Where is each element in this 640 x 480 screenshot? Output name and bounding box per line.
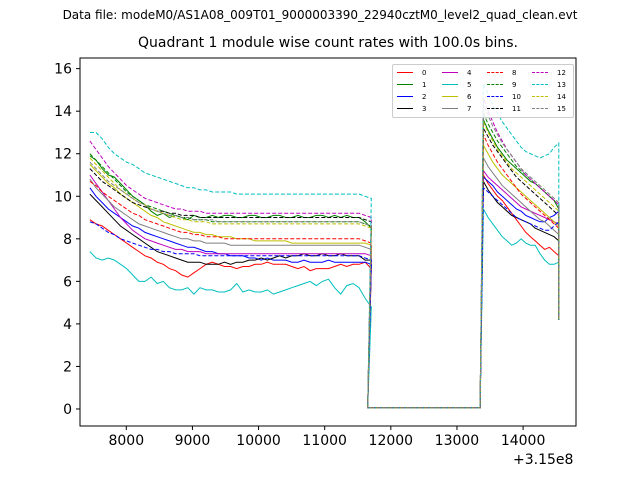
legend-label: 4 <box>467 69 472 77</box>
legend-line <box>442 72 458 73</box>
legend-line <box>532 84 548 85</box>
legend-label: 7 <box>467 105 472 113</box>
series-line-14 <box>89 121 560 409</box>
series-line-3 <box>89 179 560 409</box>
legend-line <box>487 72 503 73</box>
y-tick-label: 2 <box>63 359 72 375</box>
legend-line <box>442 96 458 97</box>
figure-suptitle: Data file: modeM0/AS1A08_009T01_90000033… <box>62 8 578 22</box>
x-tick-label: 11000 <box>302 433 347 449</box>
legend-label: 10 <box>512 93 521 101</box>
legend-label: 15 <box>557 105 566 113</box>
legend-line <box>397 72 413 73</box>
legend-line <box>487 108 503 109</box>
legend-label: 14 <box>557 93 566 101</box>
legend-line <box>397 84 413 85</box>
series-line-15 <box>89 104 560 409</box>
legend-label: 6 <box>467 93 472 101</box>
series-line-9 <box>89 113 560 409</box>
x-tick-label: 13000 <box>435 433 480 449</box>
legend-label: 5 <box>467 81 472 89</box>
y-tick-label: 4 <box>63 317 72 333</box>
legend-label: 2 <box>422 93 427 101</box>
legend-line <box>487 84 503 85</box>
x-tick-label: 14000 <box>501 433 546 449</box>
x-offset-label: +3.15e8 <box>513 452 574 468</box>
series-line-7 <box>89 156 560 409</box>
series-line-10 <box>89 186 560 409</box>
legend-label: 8 <box>512 69 517 77</box>
y-tick-label: 0 <box>63 402 72 418</box>
y-tick-label: 8 <box>63 232 72 248</box>
y-tick-label: 6 <box>63 274 72 290</box>
y-tick-label: 16 <box>54 62 72 78</box>
legend-line <box>442 84 458 85</box>
series-line-8 <box>89 134 560 409</box>
x-tick-label: 10000 <box>236 433 281 449</box>
plot-frame <box>79 57 577 427</box>
x-tick-label: 9000 <box>175 433 211 449</box>
series-line-0 <box>89 173 560 409</box>
series-line-4 <box>89 169 560 409</box>
x-tick-label: 8000 <box>108 433 144 449</box>
series-line-11 <box>89 126 560 409</box>
y-tick-label: 14 <box>54 104 72 120</box>
series-line-2 <box>89 175 560 409</box>
legend-label: 1 <box>422 81 427 89</box>
series-line-5 <box>89 207 560 409</box>
legend-line <box>442 108 458 109</box>
legend-line <box>532 108 548 109</box>
y-tick-label: 10 <box>54 189 72 205</box>
legend-label: 0 <box>422 69 427 77</box>
legend-line <box>532 96 548 97</box>
series-line-6 <box>89 143 560 409</box>
legend-label: 12 <box>557 69 566 77</box>
legend-line <box>487 96 503 97</box>
x-tick-label: 12000 <box>369 433 414 449</box>
legend-line <box>532 72 548 73</box>
legend-line <box>397 108 413 109</box>
legend-label: 13 <box>557 81 566 89</box>
legend-label: 9 <box>512 81 517 89</box>
chart-legend: 0 1 2 3 4 5 6 7 8 9 10 11 12 13 14 15 <box>392 64 574 118</box>
chart-title: Quadrant 1 module wise count rates with … <box>138 35 518 51</box>
y-tick-label: 12 <box>54 147 72 163</box>
legend-label: 3 <box>422 105 427 113</box>
legend-label: 11 <box>512 105 521 113</box>
legend-line <box>397 96 413 97</box>
series-line-1 <box>89 119 560 409</box>
